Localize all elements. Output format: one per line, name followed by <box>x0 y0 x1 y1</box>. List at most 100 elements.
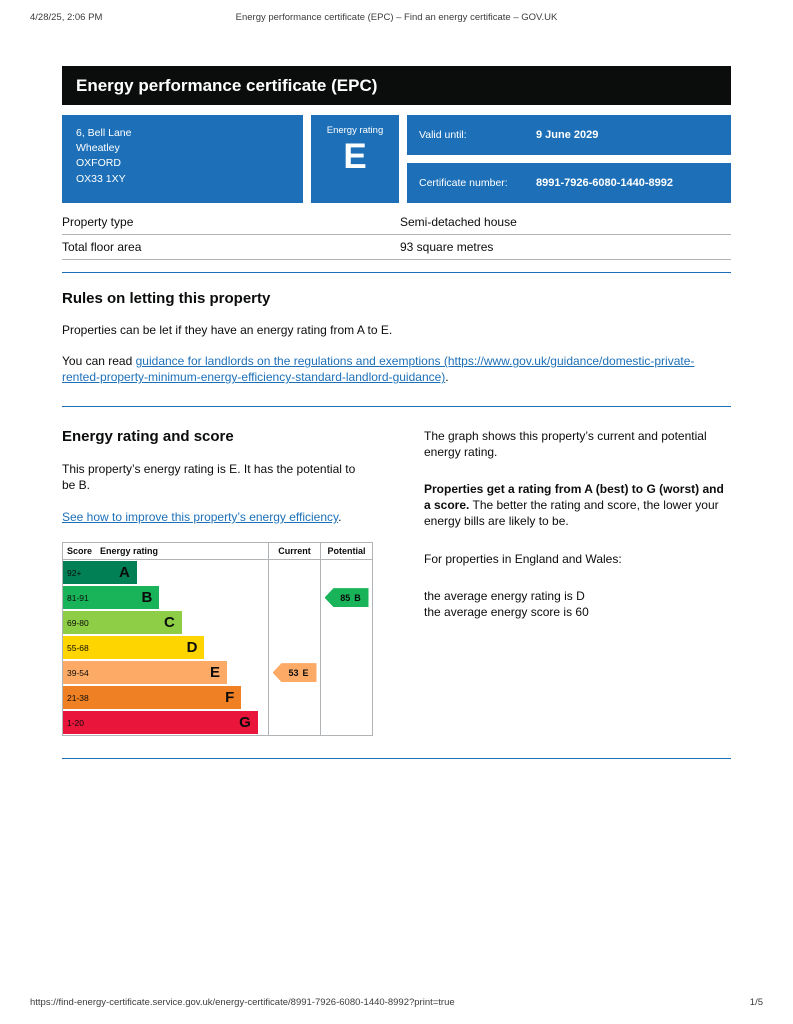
fact-label: Total floor area <box>62 240 142 254</box>
print-url: https://find-energy-certificate.service.… <box>30 997 455 1008</box>
epc-band-b: 81-91 B <box>63 586 160 610</box>
landlord-guidance-link[interactable]: guidance for landlords on the regulation… <box>62 354 695 385</box>
print-footer: https://find-energy-certificate.service.… <box>30 997 763 1008</box>
epc-band-letter: C <box>164 614 175 632</box>
energy-rating-value: E <box>343 137 367 176</box>
graph-explainer-paragraph: The graph shows this property’s current … <box>424 428 707 459</box>
certificate-number-value: 8991-7926-6080-1440-8992 <box>536 177 674 189</box>
epc-band-row-a: 92+ A <box>63 560 372 586</box>
page-indicator: 1/5 <box>749 997 763 1008</box>
epc-current-cell <box>268 560 320 586</box>
epc-band-a: 92+ A <box>63 561 137 585</box>
epc-score-range: 92+ <box>67 567 82 578</box>
epc-band-area: 92+ A <box>63 560 268 585</box>
epc-potential-cell <box>320 560 372 586</box>
valid-until-box: Valid until: 9 June 2029 <box>407 115 731 155</box>
epc-score-range: 39-54 <box>67 667 89 678</box>
epc-band-letter: G <box>239 714 251 732</box>
fact-value: 93 square metres <box>400 240 494 254</box>
improve-efficiency-link[interactable]: See how to improve this property’s energ… <box>62 509 339 524</box>
average-score-line: the average energy score is 60 <box>424 604 589 619</box>
print-datetime: 4/28/25, 2:06 PM <box>30 12 103 23</box>
address-line: OXFORD <box>76 157 121 170</box>
epc-band-c: 69-80 C <box>63 611 182 635</box>
epc-potential-cell <box>320 635 372 661</box>
epc-score-range: 69-80 <box>67 617 89 628</box>
epc-potential-cell <box>320 710 372 736</box>
epc-band-area: 69-80 C <box>63 610 268 635</box>
section-divider <box>62 758 731 760</box>
epc-potential-cell <box>320 660 372 686</box>
epc-band-e: 39-54 E <box>63 661 227 685</box>
rating-left-column: Energy rating and score This property’s … <box>62 428 392 737</box>
england-wales-paragraph: For properties in England and Wales: <box>424 551 622 566</box>
certificate-number-label: Certificate number: <box>419 177 508 189</box>
epc-potential-cell <box>320 685 372 711</box>
epc-band-row-b: 81-91 B 85 B <box>63 585 372 611</box>
rating-right-column: The graph shows this property’s current … <box>424 428 731 737</box>
fact-value: Semi-detached house <box>400 215 517 229</box>
address-line: 6, Bell Lane <box>76 127 132 139</box>
print-page-title: Energy performance certificate (EPC) – F… <box>235 12 558 23</box>
energy-rating-label: Energy rating <box>326 125 384 136</box>
rating-scale-paragraph: Properties get a rating from A (best) to… <box>424 481 731 530</box>
address-line: OX33 1XY <box>76 172 126 185</box>
energy-rating-section: Energy rating and score This property’s … <box>62 428 731 737</box>
rating-summary-paragraph: This property’s energy rating is E. It h… <box>62 461 356 492</box>
epc-score-range: 21-38 <box>67 692 89 703</box>
epc-band-letter: A <box>118 564 130 582</box>
average-rating-line: the average energy rating is D <box>424 588 585 603</box>
current-rating-arrow-letter: E <box>302 667 309 678</box>
epc-score-range: 1-20 <box>67 717 85 728</box>
potential-rating-arrow-score: 85 <box>340 592 351 603</box>
epc-band-d: 55-68 D <box>63 636 205 660</box>
epc-band-letter: D <box>186 639 198 657</box>
certificate-number-box: Certificate number: 8991-7926-6080-1440-… <box>407 163 731 203</box>
epc-current-cell <box>268 710 320 736</box>
rating-heading: Energy rating and score <box>62 427 234 445</box>
epc-band-letter: E <box>209 664 220 682</box>
current-rating-arrow-score: 53 <box>288 667 299 678</box>
rating-scale-bold: Properties get a rating from A (best) to… <box>424 481 724 513</box>
table-row: Total floor area 93 square metres <box>62 235 731 260</box>
section-divider <box>62 405 731 407</box>
epc-rating-chart: Score Energy rating Current Potential 92+ A 81… <box>62 542 373 737</box>
epc-current-cell: 53 E <box>268 660 320 686</box>
table-row: Property type Semi-detached house <box>62 210 731 235</box>
current-rating-arrow: 53 E <box>272 663 317 683</box>
epc-chart-header: Score Energy rating Current Potential <box>63 543 372 561</box>
valid-until-value: 9 June 2029 <box>536 129 599 141</box>
property-address: 6, Bell Lane Wheatley OXFORD OX33 1XY <box>62 115 303 203</box>
page-title-banner: Energy performance certificate (EPC) <box>62 66 731 105</box>
epc-band-area: 81-91 B <box>63 585 268 610</box>
rules-paragraph: Properties can be let if they have an en… <box>62 323 393 337</box>
certificate-summary: 6, Bell Lane Wheatley OXFORD OX33 1XY En… <box>62 115 731 203</box>
potential-rating-arrow: 85 B <box>324 588 369 608</box>
print-header: 4/28/25, 2:06 PM Energy performance cert… <box>0 12 793 23</box>
epc-score-range: 55-68 <box>67 642 89 653</box>
guidance-text-suffix: . <box>445 370 449 385</box>
epc-band-letter: B <box>141 589 153 607</box>
guidance-text-prefix: You can read <box>62 354 136 369</box>
rules-heading: Rules on letting this property <box>62 290 271 307</box>
epc-current-cell <box>268 685 320 711</box>
fact-label: Property type <box>62 215 134 229</box>
valid-until-label: Valid until: <box>419 129 467 141</box>
validity-boxes: Valid until: 9 June 2029 Certificate num… <box>407 115 731 203</box>
energy-rating-box: Energy rating E <box>311 115 399 203</box>
address-line: Wheatley <box>76 142 120 155</box>
epc-band-g: 1-20 G <box>63 711 258 735</box>
epc-potential-cell: 85 B <box>320 585 372 611</box>
epc-current-cell <box>268 635 320 661</box>
epc-score-range: 81-91 <box>67 592 89 603</box>
epc-band-area: 21-38 F <box>63 685 268 710</box>
property-facts-table: Property type Semi-detached house Total … <box>62 210 731 260</box>
epc-current-cell <box>268 585 320 611</box>
section-divider <box>62 272 731 273</box>
energy-rating-column-header: Energy rating <box>100 546 159 557</box>
epc-band-row-d: 55-68 D <box>63 635 372 661</box>
epc-band-f: 21-38 F <box>63 686 242 710</box>
epc-current-cell <box>268 610 320 636</box>
epc-band-row-g: 1-20 G <box>63 710 372 736</box>
